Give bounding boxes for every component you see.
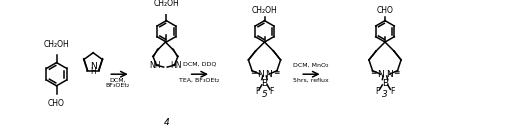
Text: N: N (257, 70, 264, 79)
Text: CHO: CHO (48, 99, 65, 108)
Text: DCM, MnO₂: DCM, MnO₂ (293, 63, 329, 68)
Text: H: H (90, 67, 96, 76)
Text: CHO: CHO (377, 6, 393, 15)
Text: NH: NH (150, 61, 161, 70)
Text: 5hrs, reflux: 5hrs, reflux (293, 78, 329, 83)
Text: F: F (255, 87, 259, 96)
Text: 5: 5 (262, 90, 267, 99)
Text: TEA, BF₃OEt₂: TEA, BF₃OEt₂ (179, 78, 219, 83)
Text: CH₂OH: CH₂OH (44, 40, 69, 49)
Text: CH₂OH: CH₂OH (252, 6, 277, 15)
Text: DCM,: DCM, (109, 78, 126, 83)
Text: N: N (90, 62, 96, 71)
Text: ≡: ≡ (393, 68, 400, 77)
Text: ≡: ≡ (370, 68, 377, 77)
Text: CH₂OH: CH₂OH (154, 0, 179, 8)
Text: 3: 3 (382, 90, 388, 99)
Text: N: N (377, 70, 384, 79)
Text: HN: HN (170, 61, 181, 70)
Text: F: F (376, 87, 380, 96)
Text: B: B (382, 79, 388, 88)
Text: ≡: ≡ (273, 68, 279, 77)
Text: N: N (266, 70, 272, 79)
Text: B: B (262, 79, 268, 88)
Text: F: F (390, 87, 394, 96)
Text: ≡: ≡ (250, 68, 256, 77)
Text: DCM, DDQ: DCM, DDQ (183, 62, 216, 67)
Text: BF₃OEt₂: BF₃OEt₂ (105, 83, 129, 88)
Text: 4: 4 (164, 118, 169, 127)
Text: F: F (269, 87, 274, 96)
Text: N: N (386, 70, 393, 79)
